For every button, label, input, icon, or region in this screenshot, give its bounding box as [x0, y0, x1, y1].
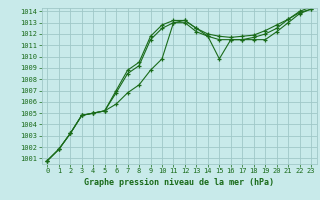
- X-axis label: Graphe pression niveau de la mer (hPa): Graphe pression niveau de la mer (hPa): [84, 178, 274, 187]
